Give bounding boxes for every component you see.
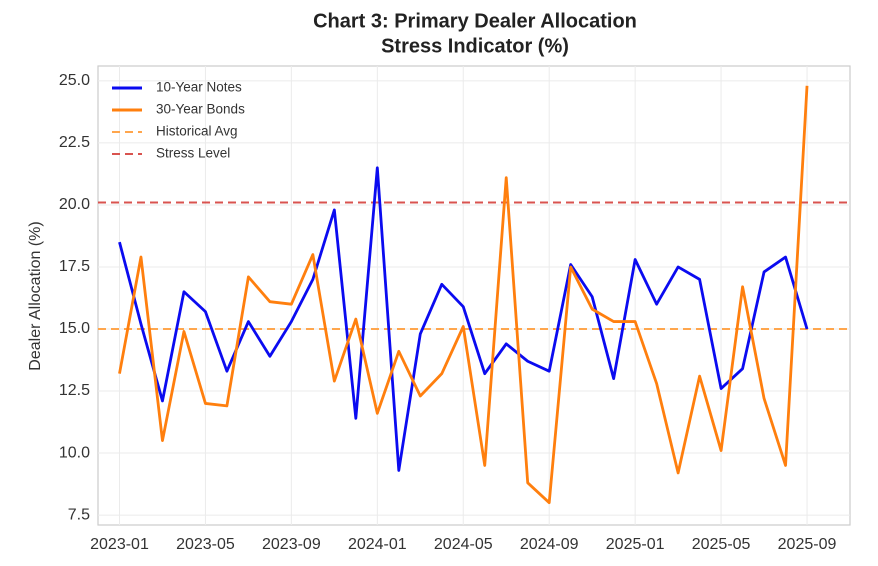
y-tick-label: 7.5 bbox=[68, 506, 90, 523]
y-tick-label: 17.5 bbox=[59, 258, 90, 275]
x-tick-label: 2025-05 bbox=[692, 536, 751, 553]
x-tick-label: 2023-05 bbox=[176, 536, 235, 553]
x-tick-label: 2023-09 bbox=[262, 536, 321, 553]
x-tick-label: 2023-01 bbox=[90, 536, 149, 553]
y-tick-label: 15.0 bbox=[59, 320, 90, 337]
legend-label: Stress Level bbox=[156, 146, 230, 161]
legend: 10-Year Notes 30-Year Bonds Historical Avg… bbox=[112, 80, 245, 161]
x-tick-label: 2024-09 bbox=[520, 536, 579, 553]
x-tick-label: 2025-01 bbox=[606, 536, 665, 553]
y-tick-label: 10.0 bbox=[59, 444, 90, 461]
y-tick-label: 22.5 bbox=[59, 134, 90, 151]
y-tick-label: 25.0 bbox=[59, 72, 90, 89]
legend-label: Historical Avg bbox=[156, 124, 238, 139]
data-line bbox=[118, 85, 809, 505]
x-tick-label: 2024-01 bbox=[348, 536, 407, 553]
x-tick-label: 2025-09 bbox=[778, 536, 837, 553]
legend-label: 30-Year Bonds bbox=[156, 102, 245, 117]
legend-label: 10-Year Notes bbox=[156, 80, 242, 95]
y-axis-label: Dealer Allocation (%) bbox=[27, 221, 44, 370]
chart-title: Chart 3: Primary Dealer Allocation bbox=[313, 10, 637, 32]
y-tick-label: 20.0 bbox=[59, 196, 90, 213]
chart-title: Stress Indicator (%) bbox=[381, 35, 569, 57]
x-tick-label: 2024-05 bbox=[434, 536, 493, 553]
y-tick-label: 12.5 bbox=[59, 382, 90, 399]
